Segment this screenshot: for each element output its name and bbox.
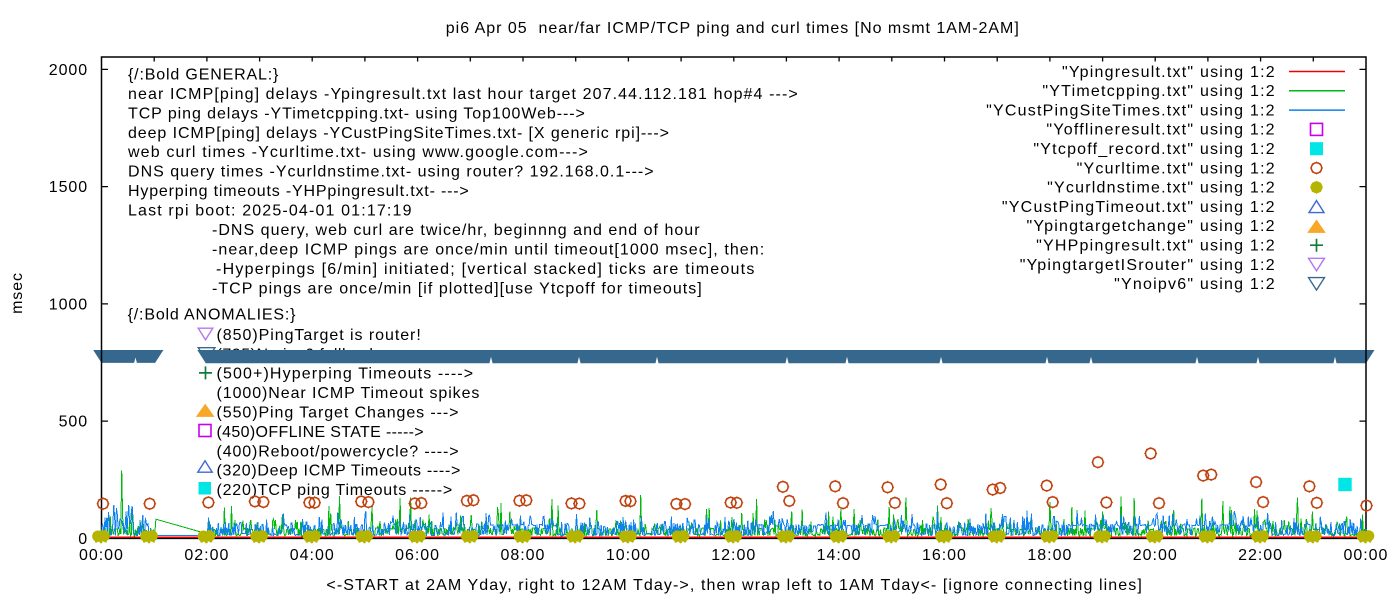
svg-text:"Yofflineresult.txt" using 1:2: "Yofflineresult.txt" using 1:2: [1046, 122, 1275, 139]
svg-text:{/:Bold GENERAL:}: {/:Bold GENERAL:}: [128, 66, 279, 83]
svg-text:near ICMP[ping] delays -Ypingr: near ICMP[ping] delays -Ypingresult.txt …: [128, 86, 799, 103]
svg-text:(1000)Near ICMP Timeout spikes: (1000)Near ICMP Timeout spikes: [217, 385, 481, 402]
svg-text:"YpingtargetISrouter" using 1:: "YpingtargetISrouter" using 1:2: [1020, 257, 1276, 274]
svg-text:(400)Reboot/powercycle? ---->: (400)Reboot/powercycle? ---->: [217, 443, 460, 460]
svg-text:18:00: 18:00: [1027, 547, 1072, 564]
svg-text:1000: 1000: [49, 296, 88, 313]
svg-text:02:00: 02:00: [184, 547, 229, 564]
svg-text:14:00: 14:00: [817, 547, 862, 564]
svg-text:web curl times -Ycurltime.txt-: web curl times -Ycurltime.txt- using www…: [127, 144, 589, 161]
svg-text:-Hyperpings [6/min] initiated;: -Hyperpings [6/min] initiated; [vertical…: [216, 261, 756, 278]
svg-text:(220)TCP ping Timeouts ----->: (220)TCP ping Timeouts ----->: [217, 482, 453, 499]
svg-text:"Ypingresult.txt" using 1:2: "Ypingresult.txt" using 1:2: [1062, 64, 1276, 81]
svg-text:(850)PingTarget is router!: (850)PingTarget is router!: [217, 327, 422, 344]
svg-text:00:00: 00:00: [1344, 547, 1389, 564]
svg-text:"Ycurltime.txt" using 1:2: "Ycurltime.txt" using 1:2: [1077, 160, 1276, 177]
svg-text:"YCustPingSiteTimes.txt" using: "YCustPingSiteTimes.txt" using 1:2: [986, 102, 1276, 119]
svg-text:500: 500: [59, 414, 88, 431]
svg-text:(450)OFFLINE STATE ----->: (450)OFFLINE STATE ----->: [217, 424, 424, 441]
svg-text:-DNS query, web curl are twice: -DNS query, web curl are twice/hr, begin…: [212, 222, 701, 239]
svg-text:"YHPpingresult.txt" using 1:2: "YHPpingresult.txt" using 1:2: [1036, 238, 1276, 255]
svg-text:DNS query times -Ycurldnstime.: DNS query times -Ycurldnstime.txt- using…: [128, 164, 655, 181]
svg-text:06:00: 06:00: [395, 547, 440, 564]
svg-text:-near,deep ICMP pings are once: -near,deep ICMP pings are once/min until…: [212, 241, 765, 258]
svg-text:20:00: 20:00: [1133, 547, 1178, 564]
svg-text:04:00: 04:00: [290, 547, 335, 564]
svg-text:"Ytcpoff_record.txt" using 1:2: "Ytcpoff_record.txt" using 1:2: [1033, 141, 1275, 158]
svg-text:22:00: 22:00: [1238, 547, 1283, 564]
svg-text:-TCP pings are once/min [if pl: -TCP pings are once/min [if plotted][use…: [212, 280, 703, 297]
svg-text:(550)Ping Target Changes --->: (550)Ping Target Changes --->: [217, 405, 460, 422]
svg-text:12:00: 12:00: [711, 547, 756, 564]
svg-text:Last rpi boot: 2025-04-01 01:1: Last rpi boot: 2025-04-01 01:17:19: [128, 203, 413, 220]
svg-text:pi6 Apr 05 near/far ICMP/TCP: pi6 Apr 05 near/far ICMP/TCP ping and cu…: [446, 20, 1020, 37]
svg-text:<-START at 2AM Yday, right to: <-START at 2AM Yday, right to 12AM Tday-…: [326, 577, 1143, 594]
svg-text:(320)Deep ICMP Timeouts ---->: (320)Deep ICMP Timeouts ---->: [217, 463, 462, 480]
svg-text:00:00: 00:00: [79, 547, 124, 564]
svg-text:TCP ping delays -YTimetcpping.: TCP ping delays -YTimetcpping.txt- using…: [128, 105, 586, 122]
svg-text:2000: 2000: [49, 62, 88, 79]
svg-text:10:00: 10:00: [606, 547, 651, 564]
svg-text:"Ynoipv6" using 1:2: "Ynoipv6" using 1:2: [1114, 276, 1276, 293]
svg-text:msec: msec: [9, 272, 26, 314]
svg-text:0: 0: [78, 531, 88, 548]
svg-text:{/:Bold ANOMALIES:}: {/:Bold ANOMALIES:}: [128, 307, 297, 324]
svg-text:Hyperping timeouts -YHPpingres: Hyperping timeouts -YHPpingresult.txt- -…: [128, 183, 470, 200]
svg-text:"Ypingtargetchange" using 1:2: "Ypingtargetchange" using 1:2: [1027, 218, 1276, 235]
svg-text:"YCustPingTimeout.txt" using 1: "YCustPingTimeout.txt" using 1:2: [1002, 199, 1276, 216]
svg-text:1500: 1500: [49, 179, 88, 196]
svg-text:(500+)Hyperping Timeouts ---->: (500+)Hyperping Timeouts ---->: [217, 366, 475, 383]
svg-text:"Ycurldnstime.txt" using 1:2: "Ycurldnstime.txt" using 1:2: [1047, 180, 1276, 197]
svg-text:"YTimetcpping.txt" using 1:2: "YTimetcpping.txt" using 1:2: [1042, 83, 1275, 100]
svg-text:deep ICMP[ping] delays -YCustP: deep ICMP[ping] delays -YCustPingSiteTim…: [128, 125, 670, 142]
svg-text:08:00: 08:00: [501, 547, 546, 564]
svg-text:16:00: 16:00: [922, 547, 967, 564]
